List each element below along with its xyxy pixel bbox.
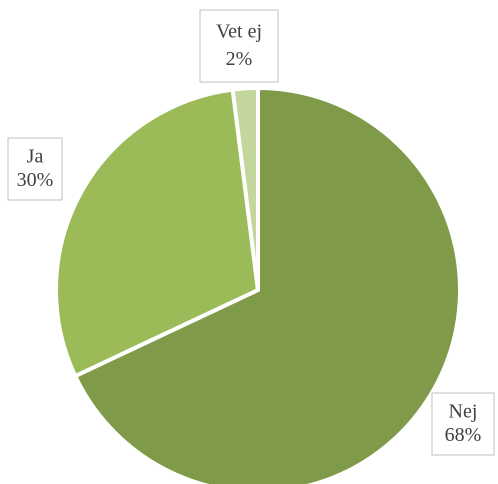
slice-label: Vet ej — [216, 21, 262, 43]
slice-label: Nej — [449, 400, 478, 422]
pie-slice — [54, 87, 260, 379]
pie-slice — [73, 86, 462, 484]
label-box — [199, 9, 279, 83]
slice-value-label: 68% — [445, 424, 482, 446]
label-box — [7, 137, 63, 201]
pie-slice — [230, 86, 260, 292]
slice-value-label: 30% — [17, 169, 54, 191]
label-box — [431, 392, 495, 456]
slice-value-label: 2% — [226, 48, 253, 70]
slice-label: Ja — [27, 145, 44, 167]
